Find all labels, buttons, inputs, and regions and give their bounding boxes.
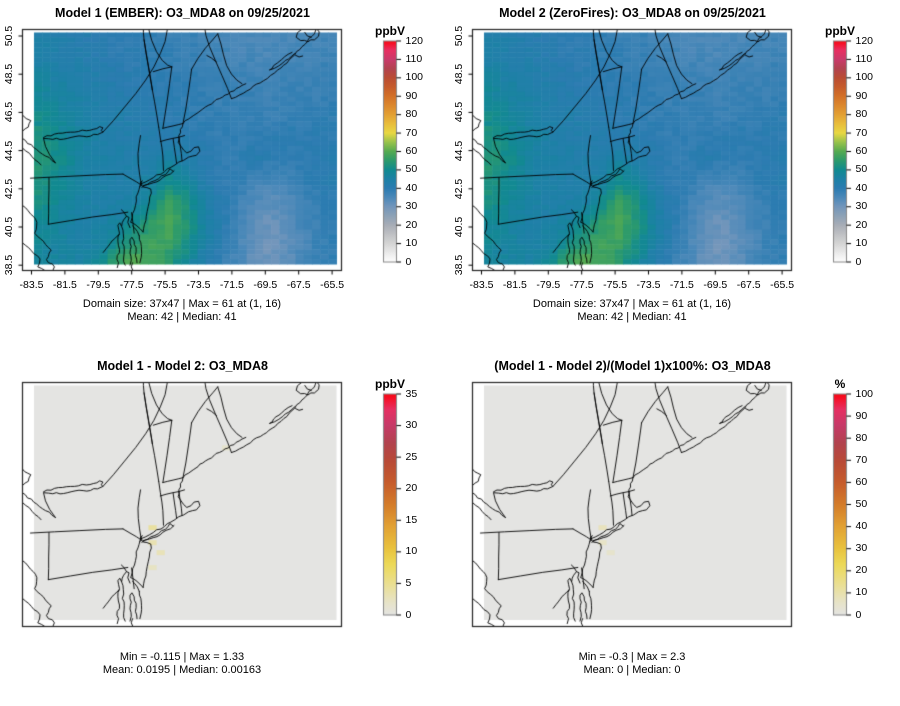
colorbar-tick-label: 30	[405, 419, 418, 432]
x-axis-tick-label: -67.5	[736, 279, 761, 291]
colorbar-tick-label: 20	[855, 564, 868, 577]
panel-stats-line2: Mean: 0.0195 | Median: 0.00163	[102, 664, 262, 676]
x-axis-tick-label: -69.5	[703, 279, 728, 291]
x-axis-tick-label: -65.5	[320, 279, 345, 291]
colorbar-tick-label: 10	[855, 586, 868, 599]
colorbar-tick-label: 60	[855, 475, 868, 488]
colorbar-tick-label: 100	[855, 387, 874, 400]
colorbar-tick-label: 80	[855, 431, 868, 444]
panel-title: Model 2 (ZeroFires): O3_MDA8 on 09/25/20…	[499, 6, 766, 20]
x-axis-tick-label: -77.5	[569, 279, 594, 291]
x-axis-tick-label: -71.5	[219, 279, 244, 291]
colorbar-tick-label: 10	[855, 237, 868, 250]
colorbar-tick-label: 20	[405, 482, 418, 495]
x-axis-tick-label: -77.5	[119, 279, 144, 291]
colorbar-tick-label: 5	[405, 576, 412, 589]
colorbar-tick-label: 90	[855, 409, 868, 422]
x-axis-tick-label: -75.5	[153, 279, 178, 291]
colorbar-tick-label: 20	[405, 218, 418, 231]
colorbar-tick-label: 70	[405, 126, 418, 139]
panel-title: (Model 1 - Model 2)/(Model 1)x100%: O3_M…	[494, 359, 771, 373]
y-axis-tick-label: 44.5	[453, 140, 465, 161]
colorbar-tick-label: 50	[405, 163, 418, 176]
panel-stats-line1: Domain size: 37x47 | Max = 61 at (1, 16)	[82, 298, 282, 310]
colorbar-tick-label: 40	[855, 520, 868, 533]
panel-stats-line2: Mean: 42 | Median: 41	[577, 311, 687, 323]
y-axis-tick-label: 48.5	[453, 63, 465, 85]
x-axis-tick-label: -65.5	[770, 279, 795, 291]
panel-stats-line1: Min = -0.3 | Max = 2.3	[578, 651, 686, 663]
x-axis-tick-label: -69.5	[253, 279, 278, 291]
x-axis-tick-label: -73.5	[636, 279, 661, 291]
colorbar-title: ppbV	[375, 377, 405, 391]
colorbar-tick-label: 120	[405, 34, 424, 47]
y-axis-tick-label: 44.5	[3, 140, 15, 161]
x-axis-tick-label: -81.5	[502, 279, 527, 291]
colorbar-tick-label: 25	[405, 450, 418, 463]
colorbar-tick-label: 10	[405, 545, 418, 558]
y-axis-tick-label: 38.5	[453, 254, 465, 276]
colorbar-tick-label: 70	[855, 453, 868, 466]
colorbar-tick-label: 30	[855, 542, 868, 555]
colorbar-tick-label: 100	[855, 71, 874, 84]
colorbar-tick-label: 90	[855, 89, 868, 102]
colorbar-tick-label: 50	[855, 498, 868, 510]
colorbar-tick-label: 40	[405, 181, 418, 194]
colorbar-title: ppbV	[825, 24, 855, 38]
colorbar-tick-label: 100	[405, 71, 424, 84]
colorbar-title: %	[834, 377, 846, 391]
colorbar-tick-label: 110	[405, 52, 423, 65]
colorbar-tick-label: 0	[855, 255, 862, 268]
colorbar-tick-label: 10	[405, 237, 418, 250]
x-axis-tick-label: -75.5	[603, 279, 628, 291]
colorbar-tick-label: 80	[855, 108, 868, 121]
colorbar-tick-label: 60	[405, 145, 418, 157]
panel-stats-line1: Domain size: 37x47 | Max = 61 at (1, 16)	[532, 298, 732, 310]
colorbar-tick-label: 80	[405, 108, 418, 121]
colorbar-title: ppbV	[375, 24, 405, 38]
x-axis-tick-label: -83.5	[19, 279, 44, 291]
y-axis-tick-label: 50.5	[453, 25, 465, 47]
colorbar-tick-label: 0	[855, 608, 862, 621]
colorbar-tick-label: 35	[405, 387, 418, 400]
y-axis-tick-label: 42.5	[3, 178, 15, 200]
colorbar-tick-label: 20	[855, 218, 868, 231]
panel-stats-line2: Mean: 0 | Median: 0	[583, 664, 681, 676]
y-axis-tick-label: 40.5	[3, 216, 15, 238]
colorbar-tick-label: 30	[405, 200, 418, 213]
x-axis-tick-label: -67.5	[286, 279, 311, 291]
colorbar-tick-label: 90	[405, 89, 418, 102]
panel-stats-line1: Min = -0.115 | Max = 1.33	[119, 651, 245, 663]
colorbar-tick-label: 120	[855, 34, 874, 47]
y-axis-tick-label: 46.5	[453, 102, 465, 123]
colorbar-tick-label: 40	[855, 181, 868, 194]
y-axis-tick-label: 46.5	[3, 102, 15, 123]
x-axis-tick-label: -73.5	[186, 279, 211, 291]
colorbar-tick-label: 30	[855, 200, 868, 213]
colorbar-tick-label: 15	[405, 513, 418, 526]
y-axis-tick-label: 38.5	[3, 254, 15, 276]
x-axis-tick-label: -81.5	[52, 279, 77, 291]
panel-title: Model 1 (EMBER): O3_MDA8 on 09/25/2021	[55, 6, 310, 20]
y-axis-tick-label: 40.5	[453, 216, 465, 238]
colorbar-tick-label: 50	[855, 163, 868, 176]
x-axis-tick-label: -79.5	[86, 279, 111, 291]
colorbar-tick-label: 0	[405, 608, 412, 621]
colorbar-tick-label: 110	[855, 52, 873, 65]
colorbar-tick-label: 0	[405, 255, 412, 268]
y-axis-tick-label: 50.5	[3, 25, 15, 47]
colorbar-tick-label: 60	[855, 145, 868, 157]
x-axis-tick-label: -79.5	[536, 279, 561, 291]
x-axis-tick-label: -83.5	[469, 279, 494, 291]
colorbar-tick-label: 70	[855, 126, 868, 139]
y-axis-tick-label: 48.5	[3, 63, 15, 85]
panel-title: Model 1 - Model 2: O3_MDA8	[97, 359, 268, 373]
y-axis-tick-label: 42.5	[453, 178, 465, 200]
panel-stats-line2: Mean: 42 | Median: 41	[127, 311, 237, 323]
x-axis-tick-label: -71.5	[669, 279, 694, 291]
